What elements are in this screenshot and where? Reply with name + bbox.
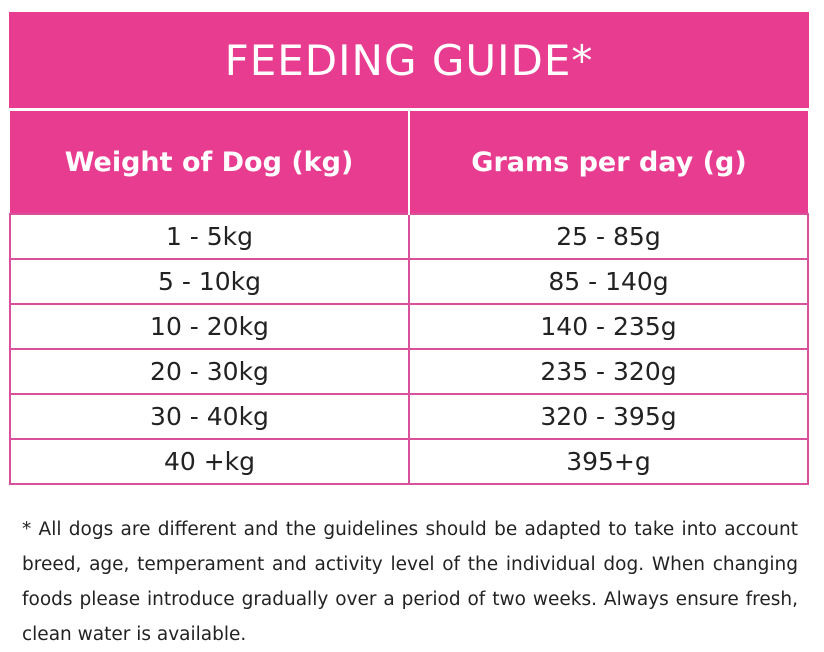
- header-grams: Grams per day (g): [408, 111, 808, 214]
- grams-cell: 25 - 85g: [408, 213, 809, 260]
- grams-cell: 320 - 395g: [408, 393, 809, 440]
- grams-cell: 235 - 320g: [408, 348, 809, 395]
- table-row: 5 - 10kg 85 - 140g: [9, 258, 809, 305]
- table-row: 1 - 5kg 25 - 85g: [9, 213, 809, 260]
- weight-cell: 40 +kg: [9, 438, 410, 485]
- table-row: 30 - 40kg 320 - 395g: [9, 393, 809, 440]
- header-weight: Weight of Dog (kg): [10, 111, 409, 214]
- guide-title: FEEDING GUIDE*: [9, 12, 809, 108]
- grams-cell: 85 - 140g: [408, 258, 809, 305]
- table-row: 40 +kg 395+g: [9, 438, 809, 485]
- weight-cell: 30 - 40kg: [9, 393, 410, 440]
- weight-cell: 20 - 30kg: [9, 348, 410, 395]
- table-row: 20 - 30kg 235 - 320g: [9, 348, 809, 395]
- table-row: 10 - 20kg 140 - 235g: [9, 303, 809, 350]
- feeding-table: Weight of Dog (kg) Grams per day (g) 1 -…: [9, 111, 809, 485]
- footnote: * All dogs are different and the guideli…: [22, 519, 798, 645]
- grams-cell: 395+g: [408, 438, 809, 485]
- grams-cell: 140 - 235g: [408, 303, 809, 350]
- feeding-guide: FEEDING GUIDE* Weight of Dog (kg) Grams …: [9, 12, 809, 485]
- weight-cell: 5 - 10kg: [9, 258, 410, 305]
- weight-cell: 10 - 20kg: [9, 303, 410, 350]
- weight-cell: 1 - 5kg: [9, 213, 410, 260]
